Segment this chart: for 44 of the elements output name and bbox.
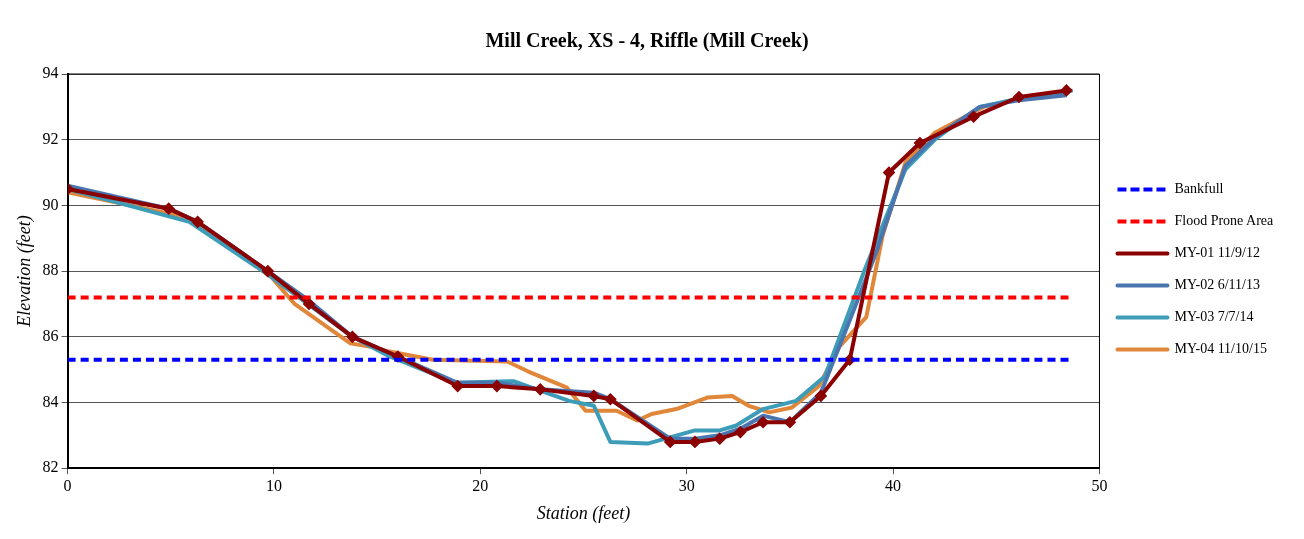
point: [734, 426, 746, 438]
point: [163, 203, 175, 215]
legend-label: MY-01 11/9/12: [1174, 245, 1260, 261]
point: [968, 111, 980, 123]
y-axis-title: Elevation (feet): [13, 215, 35, 328]
point: [192, 216, 204, 228]
chart-title: Mill Creek, XS - 4, Riffle (Mill Creek): [485, 29, 809, 53]
point: [664, 436, 676, 448]
legend-label: MY-02 6/11/13: [1174, 277, 1260, 293]
point: [883, 167, 895, 179]
x-tick-label: 10: [265, 477, 282, 494]
point: [346, 331, 358, 343]
point: [588, 390, 600, 402]
point: [604, 393, 616, 405]
point: [757, 416, 769, 428]
point: [1013, 91, 1025, 103]
point: [914, 137, 926, 149]
x-tick-label: 30: [678, 477, 695, 494]
x-axis-title: Station (feet): [536, 502, 631, 524]
point: [784, 416, 796, 428]
y-tick-label: 82: [42, 458, 59, 476]
y-tick-label: 94: [42, 64, 59, 82]
point: [1060, 84, 1072, 96]
x-tick-label: 40: [885, 477, 902, 494]
point: [534, 383, 546, 395]
point: [689, 436, 701, 448]
x-tick-label: 20: [472, 477, 489, 494]
y-tick-label: 84: [42, 392, 59, 410]
y-tick-label: 86: [42, 327, 59, 344]
y-tick-label: 90: [42, 195, 59, 213]
y-tick-label: 92: [42, 129, 59, 147]
legend-label: Bankfull: [1174, 181, 1224, 197]
y-tick-label: 88: [42, 261, 59, 279]
legend-label: MY-04 11/10/15: [1174, 341, 1267, 357]
point: [714, 433, 726, 445]
point: [815, 390, 827, 402]
x-tick-label: 50: [1091, 477, 1108, 494]
x-tick-label: 0: [63, 477, 72, 494]
legend-label: Flood Prone Area: [1174, 213, 1275, 229]
point: [262, 265, 274, 277]
point: [844, 354, 856, 366]
legend-label: MY-03 7/7/14: [1174, 309, 1254, 325]
point: [491, 380, 503, 392]
point: [303, 298, 315, 310]
